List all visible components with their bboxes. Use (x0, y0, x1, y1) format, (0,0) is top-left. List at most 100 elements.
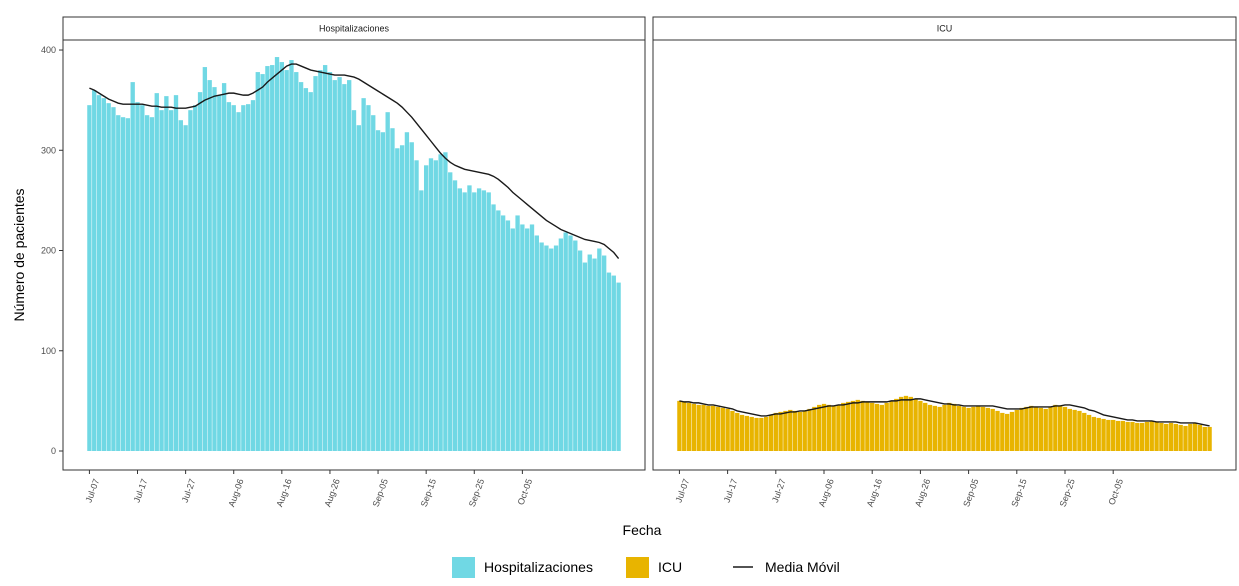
bar (1192, 422, 1198, 451)
bar (284, 70, 289, 451)
bar (433, 160, 438, 452)
bar (597, 248, 602, 451)
bar (577, 250, 583, 451)
bar (1091, 416, 1097, 451)
bar (250, 100, 256, 452)
y-tick-label: 300 (41, 145, 56, 155)
x-tick-label: Aug-16 (274, 477, 293, 508)
bar (611, 275, 616, 451)
bar (1173, 423, 1179, 451)
bar (414, 160, 419, 452)
legend-item: Media Móvil (733, 559, 840, 575)
moving-average-line (89, 63, 620, 259)
bar (178, 120, 183, 451)
bar (491, 204, 496, 451)
bar (226, 102, 232, 452)
bar (807, 408, 812, 451)
bar (154, 93, 159, 451)
bar (96, 95, 102, 451)
bar (817, 404, 822, 451)
bar (1139, 422, 1145, 451)
bar (130, 82, 135, 451)
bar (812, 406, 817, 451)
bar (956, 405, 962, 451)
panel-2: ICU Jul-07 Jul-17 Jul-27 Aug-06 Aug-16 Aug-26 S… (652, 16, 1237, 508)
bar (500, 215, 506, 451)
bar (913, 398, 918, 451)
bar (217, 95, 222, 451)
bar (197, 92, 203, 451)
bar (347, 80, 352, 451)
x-tick-label: Sep-25 (1058, 477, 1077, 508)
bar (1159, 422, 1164, 451)
bar (245, 104, 251, 451)
bar (318, 70, 323, 451)
bar (1149, 420, 1154, 451)
bar (140, 105, 145, 451)
legend: Hospitalizaciones ICU Media Móvil (452, 557, 840, 578)
x-tick-label: Aug-16 (865, 477, 884, 508)
bar (725, 408, 730, 451)
bar (371, 115, 376, 452)
bar (797, 411, 803, 451)
bar (428, 158, 434, 451)
bar (850, 400, 856, 451)
bar (1033, 406, 1039, 451)
bar (298, 82, 304, 451)
legend-swatch (452, 557, 475, 578)
bar (472, 192, 477, 451)
bar (1004, 413, 1010, 451)
bar (125, 118, 131, 451)
bar (467, 185, 472, 452)
bar (1178, 424, 1183, 451)
x-tick-label: Sep-05 (371, 477, 390, 508)
bar (380, 132, 386, 451)
bar (889, 400, 894, 451)
bar (778, 411, 783, 451)
bar (419, 190, 424, 452)
x-axis-title: Fecha (623, 522, 662, 538)
x-tick-label: Jul-27 (180, 477, 198, 503)
bar (568, 235, 573, 451)
bar (255, 72, 260, 451)
bar (735, 412, 740, 451)
bar (294, 72, 299, 451)
bar (592, 258, 597, 451)
bar (710, 405, 716, 451)
y-axis-title: Número de pacientes (11, 188, 27, 321)
bar (1197, 424, 1203, 451)
bar (870, 402, 875, 451)
bar (1135, 422, 1140, 451)
x-tick-label: Jul-17 (722, 477, 740, 503)
bar (792, 410, 798, 451)
x-tick-label: Jul-17 (132, 477, 150, 503)
bar (990, 408, 995, 451)
bar (715, 406, 721, 451)
bar (395, 148, 400, 451)
bar (183, 125, 188, 452)
bar (966, 407, 971, 451)
legend-label: Media Móvil (765, 559, 840, 575)
bar (1202, 426, 1207, 451)
bar (884, 402, 889, 451)
x-tick-label: Aug-06 (226, 477, 245, 508)
bar (534, 235, 539, 451)
bar (356, 125, 361, 452)
bar (525, 228, 530, 451)
bar (1024, 406, 1029, 451)
bar (231, 105, 236, 451)
bar (385, 112, 390, 452)
bar (337, 77, 342, 451)
bar (188, 110, 193, 452)
bar (351, 110, 357, 452)
bar (894, 398, 899, 451)
bar (342, 84, 347, 452)
bar (159, 110, 164, 452)
bar (855, 399, 860, 451)
bar (212, 87, 217, 452)
bar (845, 401, 851, 451)
x-tick-label: Sep-15 (419, 477, 438, 508)
bar (1096, 417, 1101, 451)
bar (696, 404, 701, 451)
